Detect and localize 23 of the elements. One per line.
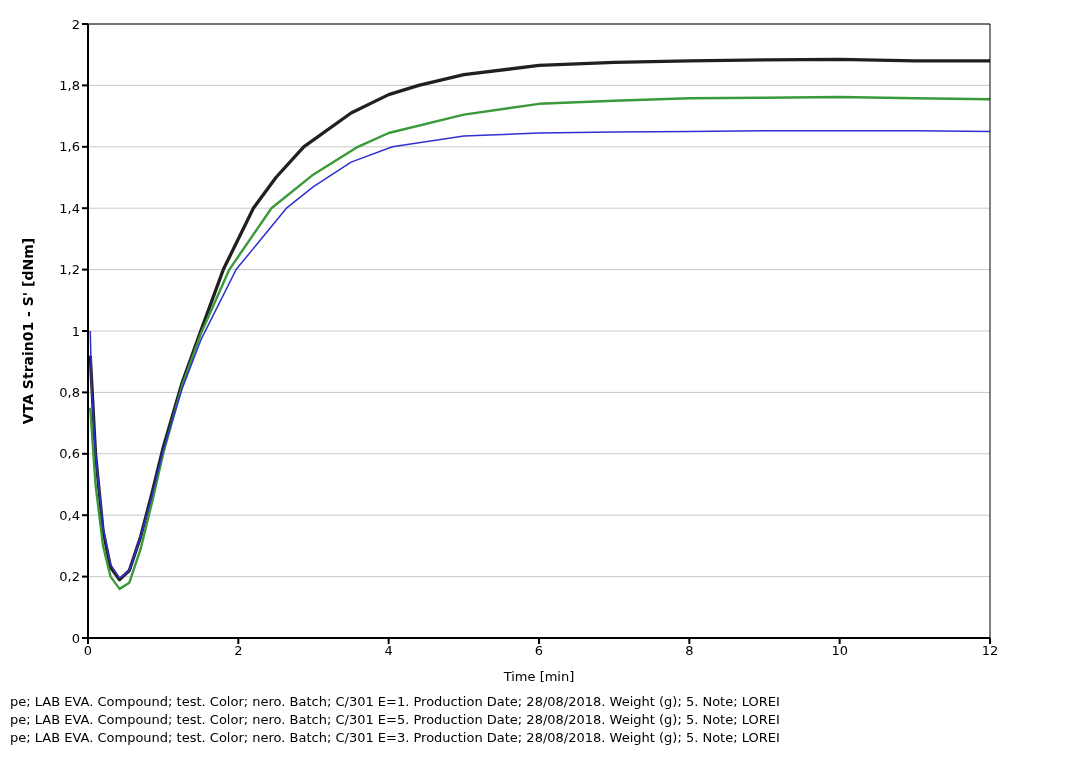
y-tick-label: 1 bbox=[71, 323, 80, 339]
text: pe; LAB EVA. Compound; test. Color; nero. Batch; C/301 E=3. Production Date; 28/08/2018. Weight (g); 5. Note; LOREI bbox=[10, 729, 781, 747]
y-tick-label: 1,6 bbox=[59, 139, 80, 155]
x-axis-title: Time [min] bbox=[502, 669, 575, 684]
text: pe; LAB EVA. Compound; test. Color; nero. Batch; C/301 E=5. Production Date; 28/08/2018. Weight (g); 5. Note; LOREI bbox=[10, 711, 781, 729]
y-axis-title: VTA Strain01 - S' [dNm] bbox=[19, 237, 36, 425]
y-tick-label: 0,2 bbox=[59, 569, 80, 585]
y-tick-label: 0 bbox=[71, 630, 80, 646]
x-tick-label: 0 bbox=[83, 643, 93, 659]
x-tick-label: 12 bbox=[981, 643, 999, 659]
y-tick-label: 2 bbox=[71, 16, 80, 32]
x-tick-label: 4 bbox=[384, 643, 393, 659]
x-tick-label: 2 bbox=[234, 643, 243, 659]
y-tick-label: 0,8 bbox=[59, 385, 80, 401]
y-tick-label: 0,4 bbox=[59, 507, 80, 523]
text: pe; LAB EVA. Compound; test. Color; nero. Batch; C/301 E=1. Production Date; 28/08/2018. Weight (g); 5. Note; LOREI bbox=[10, 693, 781, 711]
x-tick-label: 8 bbox=[685, 643, 694, 659]
x-tick-label: 10 bbox=[831, 643, 848, 659]
y-tick-label: 1,4 bbox=[59, 200, 80, 216]
y-tick-label: 1,2 bbox=[59, 262, 80, 278]
x-tick-label: 6 bbox=[534, 643, 544, 659]
y-tick-label: 1,8 bbox=[59, 78, 80, 94]
y-tick-label: 0,6 bbox=[59, 446, 80, 462]
